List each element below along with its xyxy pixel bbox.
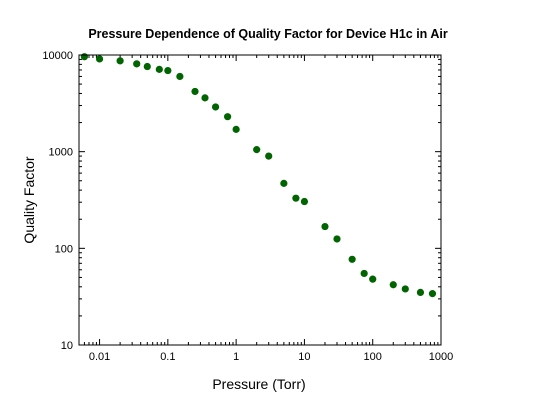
data-point	[389, 281, 397, 289]
x-tick-label: 0.01	[89, 351, 110, 363]
y-tick-label: 1000	[49, 147, 73, 159]
data-point	[253, 146, 261, 154]
x-tick-label: 100	[364, 351, 382, 363]
y-tick-label: 100	[55, 243, 73, 255]
data-point	[116, 57, 124, 65]
y-tick-label: 10	[61, 340, 73, 352]
y-tick-label: 10000	[42, 50, 73, 62]
data-point	[176, 72, 184, 81]
axis-ticks: 0.01 0.1 1 10 100 1000 10 100 1000 10000	[42, 50, 453, 363]
x-tick-label: 1	[233, 351, 239, 363]
chart-title: Pressure Dependence of Quality Factor fo…	[88, 27, 448, 41]
data-points	[80, 53, 437, 298]
data-point	[80, 53, 89, 61]
y-axis-label: Quality Factor	[21, 156, 37, 243]
x-tick-label: 1000	[429, 351, 453, 363]
data-point	[360, 269, 368, 278]
data-point	[416, 288, 425, 297]
data-point	[133, 60, 141, 68]
data-point	[333, 235, 341, 243]
x-tick-label: 10	[298, 351, 310, 363]
data-point	[191, 87, 199, 96]
data-point	[201, 94, 209, 102]
data-point	[348, 255, 356, 263]
data-point	[300, 197, 309, 206]
data-point	[224, 113, 232, 121]
x-axis-label: Pressure (Torr)	[212, 376, 305, 392]
data-point	[265, 152, 273, 160]
data-point	[155, 65, 163, 73]
plot-frame	[78, 54, 442, 346]
data-point	[401, 285, 409, 293]
data-point	[143, 62, 151, 71]
data-point	[321, 222, 329, 231]
data-point	[164, 66, 172, 75]
data-point	[292, 194, 300, 202]
data-point	[211, 103, 220, 111]
data-point	[232, 125, 240, 133]
data-point	[280, 179, 288, 187]
data-point	[428, 290, 437, 298]
data-point	[369, 275, 377, 283]
x-tick-label: 0.1	[160, 351, 175, 363]
data-point	[95, 55, 104, 63]
